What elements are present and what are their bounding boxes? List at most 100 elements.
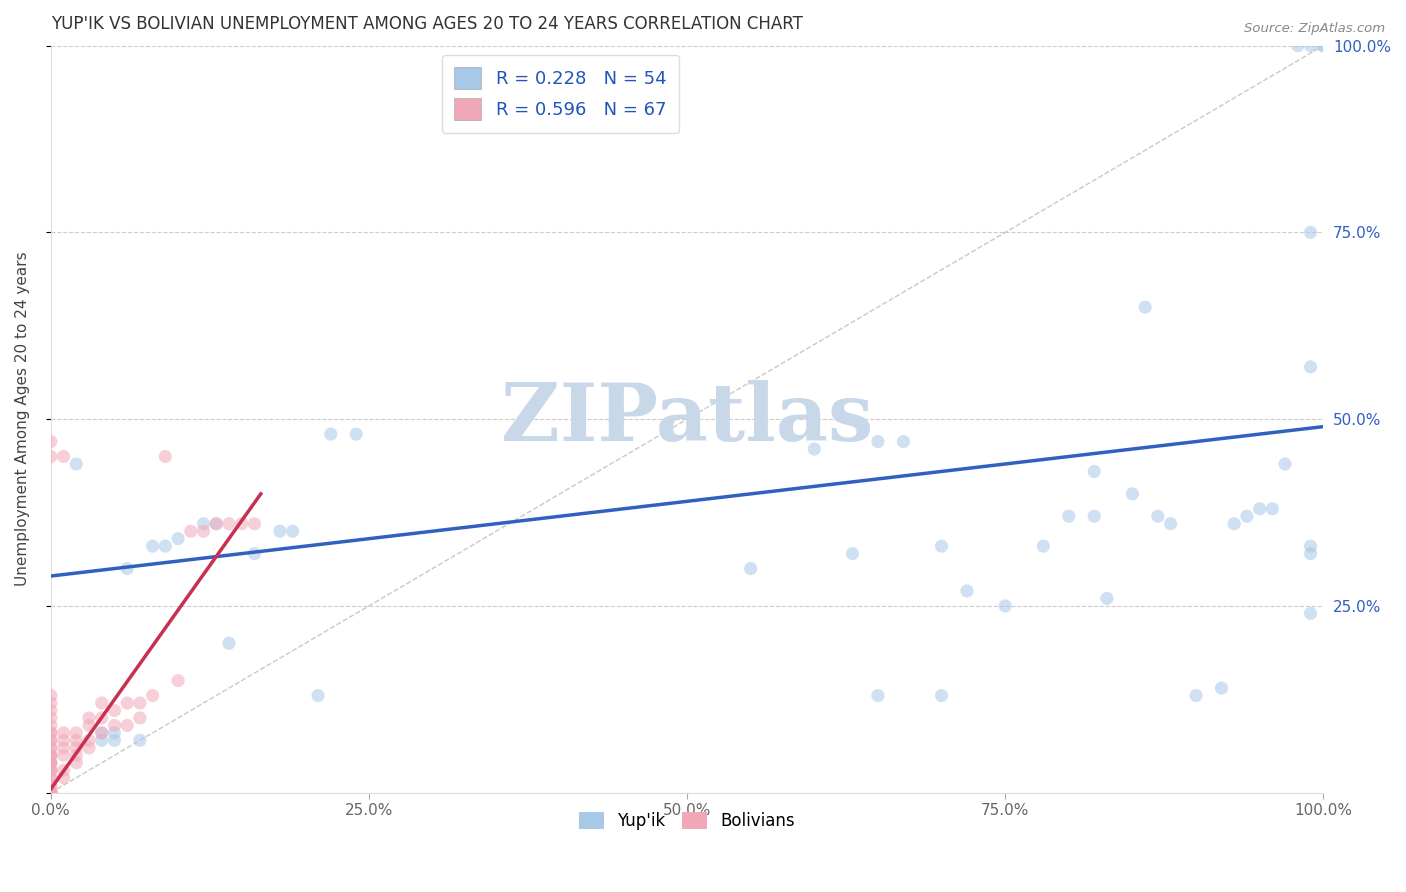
Point	[103, 718, 125, 732]
Point	[65, 748, 87, 763]
Point	[39, 689, 62, 703]
Point	[167, 532, 190, 546]
Point	[65, 733, 87, 747]
Legend: Yup'ik, Bolivians: Yup'ik, Bolivians	[572, 805, 801, 837]
Point	[205, 516, 228, 531]
Point	[1299, 359, 1322, 374]
Point	[142, 689, 165, 703]
Point	[231, 516, 253, 531]
Point	[1185, 689, 1208, 703]
Point	[39, 711, 62, 725]
Point	[281, 524, 304, 539]
Point	[1299, 547, 1322, 561]
Point	[90, 711, 112, 725]
Point	[1312, 38, 1334, 53]
Point	[218, 516, 240, 531]
Y-axis label: Unemployment Among Ages 20 to 24 years: Unemployment Among Ages 20 to 24 years	[15, 252, 30, 586]
Point	[65, 457, 87, 471]
Point	[77, 740, 100, 755]
Point	[39, 740, 62, 755]
Point	[243, 516, 266, 531]
Point	[893, 434, 915, 449]
Point	[740, 561, 762, 575]
Point	[103, 733, 125, 747]
Point	[1211, 681, 1233, 695]
Point	[803, 442, 825, 456]
Point	[129, 733, 152, 747]
Point	[129, 696, 152, 710]
Point	[90, 726, 112, 740]
Point	[1147, 509, 1170, 524]
Point	[841, 547, 863, 561]
Point	[1299, 38, 1322, 53]
Point	[931, 539, 953, 553]
Point	[193, 524, 215, 539]
Point	[1160, 516, 1182, 531]
Point	[52, 764, 75, 778]
Point	[39, 786, 62, 800]
Point	[52, 733, 75, 747]
Point	[115, 718, 138, 732]
Point	[39, 733, 62, 747]
Point	[205, 516, 228, 531]
Point	[39, 764, 62, 778]
Point	[167, 673, 190, 688]
Point	[1236, 509, 1258, 524]
Point	[1274, 457, 1296, 471]
Point	[39, 786, 62, 800]
Point	[52, 771, 75, 785]
Point	[65, 740, 87, 755]
Point	[77, 711, 100, 725]
Point	[269, 524, 291, 539]
Point	[39, 786, 62, 800]
Point	[142, 539, 165, 553]
Point	[155, 450, 177, 464]
Point	[103, 704, 125, 718]
Point	[344, 427, 367, 442]
Point	[39, 450, 62, 464]
Point	[39, 786, 62, 800]
Point	[52, 748, 75, 763]
Point	[319, 427, 342, 442]
Point	[39, 748, 62, 763]
Point	[115, 696, 138, 710]
Point	[39, 434, 62, 449]
Point	[103, 726, 125, 740]
Point	[1083, 509, 1105, 524]
Text: Source: ZipAtlas.com: Source: ZipAtlas.com	[1244, 22, 1385, 36]
Text: YUP'IK VS BOLIVIAN UNEMPLOYMENT AMONG AGES 20 TO 24 YEARS CORRELATION CHART: YUP'IK VS BOLIVIAN UNEMPLOYMENT AMONG AG…	[51, 15, 803, 33]
Point	[1095, 591, 1118, 606]
Point	[1286, 38, 1309, 53]
Point	[1299, 607, 1322, 621]
Point	[39, 756, 62, 770]
Point	[1057, 509, 1080, 524]
Text: ZIPatlas: ZIPatlas	[501, 380, 873, 458]
Point	[1312, 38, 1334, 53]
Point	[77, 733, 100, 747]
Point	[1121, 487, 1143, 501]
Point	[1261, 501, 1284, 516]
Point	[90, 726, 112, 740]
Point	[39, 733, 62, 747]
Point	[39, 748, 62, 763]
Point	[243, 547, 266, 561]
Point	[39, 696, 62, 710]
Point	[77, 718, 100, 732]
Point	[52, 726, 75, 740]
Point	[39, 786, 62, 800]
Point	[65, 726, 87, 740]
Point	[866, 689, 889, 703]
Point	[39, 764, 62, 778]
Point	[39, 778, 62, 792]
Point	[39, 764, 62, 778]
Point	[1299, 226, 1322, 240]
Point	[994, 599, 1017, 613]
Point	[90, 696, 112, 710]
Point	[39, 726, 62, 740]
Point	[180, 524, 202, 539]
Point	[1223, 516, 1246, 531]
Point	[307, 689, 329, 703]
Point	[129, 711, 152, 725]
Point	[39, 778, 62, 792]
Point	[218, 636, 240, 650]
